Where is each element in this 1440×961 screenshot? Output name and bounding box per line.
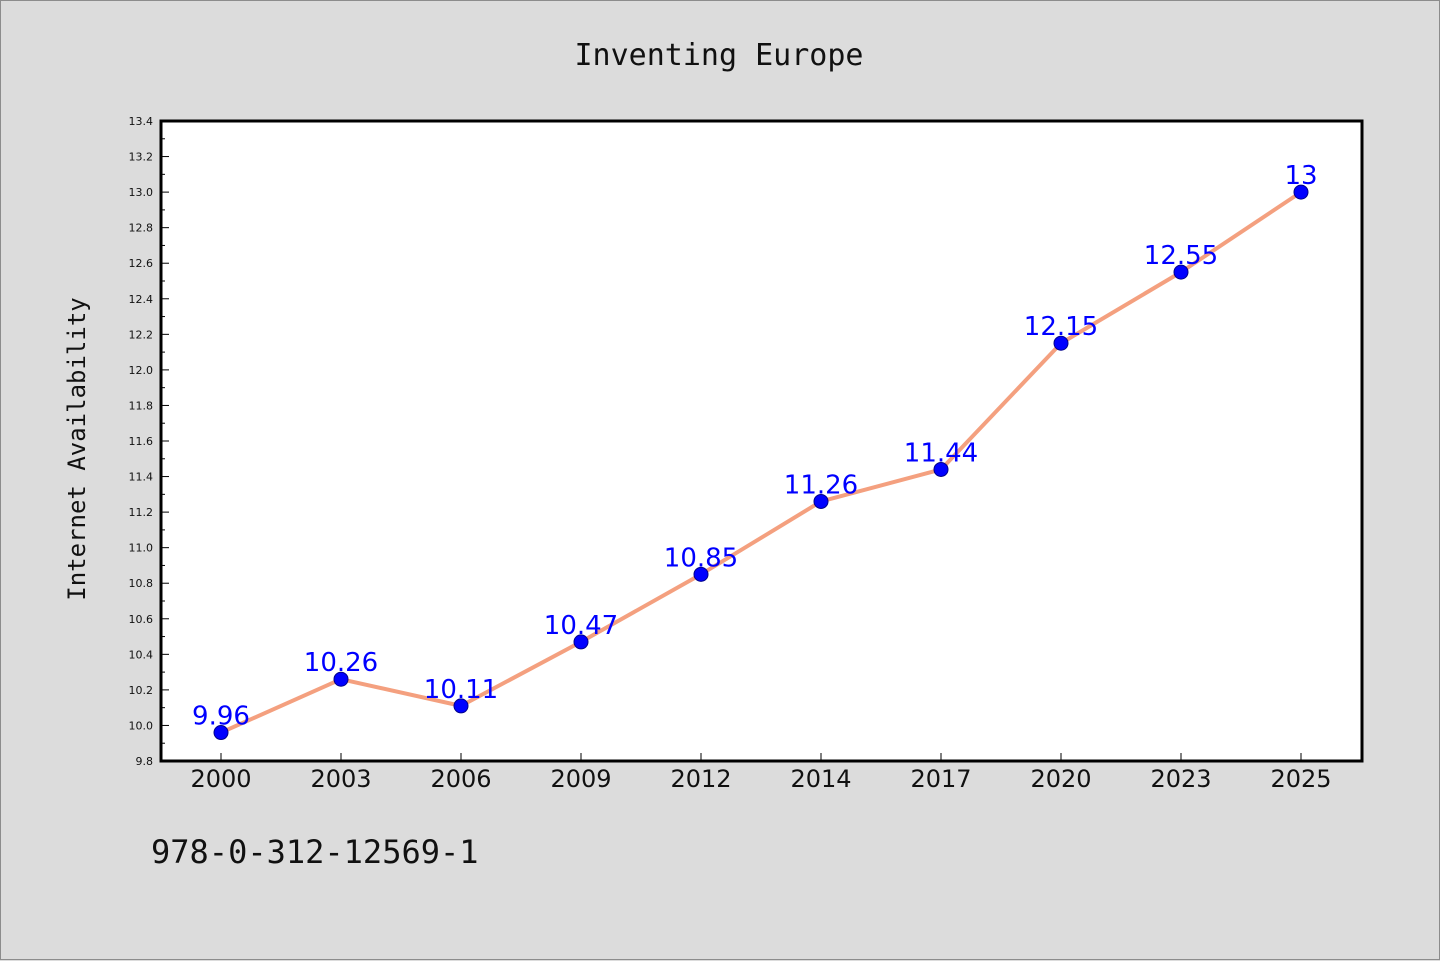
data-label: 12.55 [1144,241,1218,271]
data-label: 12.15 [1024,312,1098,342]
x-tick-label: 2006 [430,765,491,793]
data-label: 9.96 [192,702,250,732]
data-label: 10.11 [424,675,498,705]
data-label: 10.26 [304,648,378,678]
data-point [693,566,709,582]
data-label: 11.26 [784,470,858,500]
chart-title: Inventing Europe [575,38,864,73]
plot-area [159,119,1364,763]
data-point [573,634,589,650]
x-tick-label: 2023 [1150,765,1211,793]
y-tick-label: 11.2 [129,506,154,519]
data-point [453,698,469,714]
data-labels: 9.96 10.26 10.11 10.47 10.85 11.26 11.44 12.15 1… [192,161,1317,731]
y-tick-label: 9.8 [136,755,154,768]
data-point [1173,264,1189,280]
x-tick-label: 2020 [1030,765,1091,793]
x-tick-label: 2000 [190,765,251,793]
y-tick-label: 12.6 [129,257,154,270]
data-label: 10.47 [544,611,618,641]
data-point [1293,184,1309,200]
isbn-text: 978-0-312-12569-1 [151,833,479,871]
x-tick-label: 2014 [790,765,851,793]
y-tick-label: 11.8 [129,399,154,412]
y-tick-label: 12.2 [129,328,154,341]
y-tick-label: 12.4 [129,293,154,306]
x-tick-label: 2025 [1270,765,1331,793]
data-point [813,493,829,509]
y-tick-label: 10.4 [129,648,154,661]
x-tick-label: 2017 [910,765,971,793]
y-tick-label: 13.4 [129,115,154,128]
y-tick-label: 12.0 [129,364,154,377]
x-tick-label: 2012 [670,765,731,793]
y-tick-label: 10.6 [129,613,154,626]
y-tick-label: 10.0 [129,719,154,732]
data-label: 13 [1284,161,1317,191]
data-point [333,671,349,687]
x-axis-ticks: 2000 2003 2006 2009 2012 2014 2017 2020 2023 2025 [190,753,1332,793]
y-axis-ticks: 9.8 10.0 10.2 10.4 10.6 10.8 11.0 11.2 11.4 11.6 1… [129,115,169,768]
x-tick-label: 2009 [550,765,611,793]
y-tick-label: 13.0 [129,186,154,199]
y-tick-label: 11.4 [129,471,154,484]
y-tick-label: 13.2 [129,151,154,164]
y-tick-label: 10.2 [129,684,154,697]
data-label: 11.44 [904,438,978,468]
y-tick-label: 10.8 [129,577,154,590]
series-line [220,190,1303,735]
y-axis-label: Internet Availability [63,297,91,600]
data-label: 10.85 [664,543,738,573]
y-tick-label: 11.6 [129,435,154,448]
y-tick-label: 11.0 [129,542,154,555]
data-point [933,461,949,477]
y-tick-label: 12.8 [129,222,154,235]
data-markers [213,184,1309,741]
data-point [1053,335,1069,351]
x-tick-label: 2003 [310,765,371,793]
data-point [213,725,229,741]
